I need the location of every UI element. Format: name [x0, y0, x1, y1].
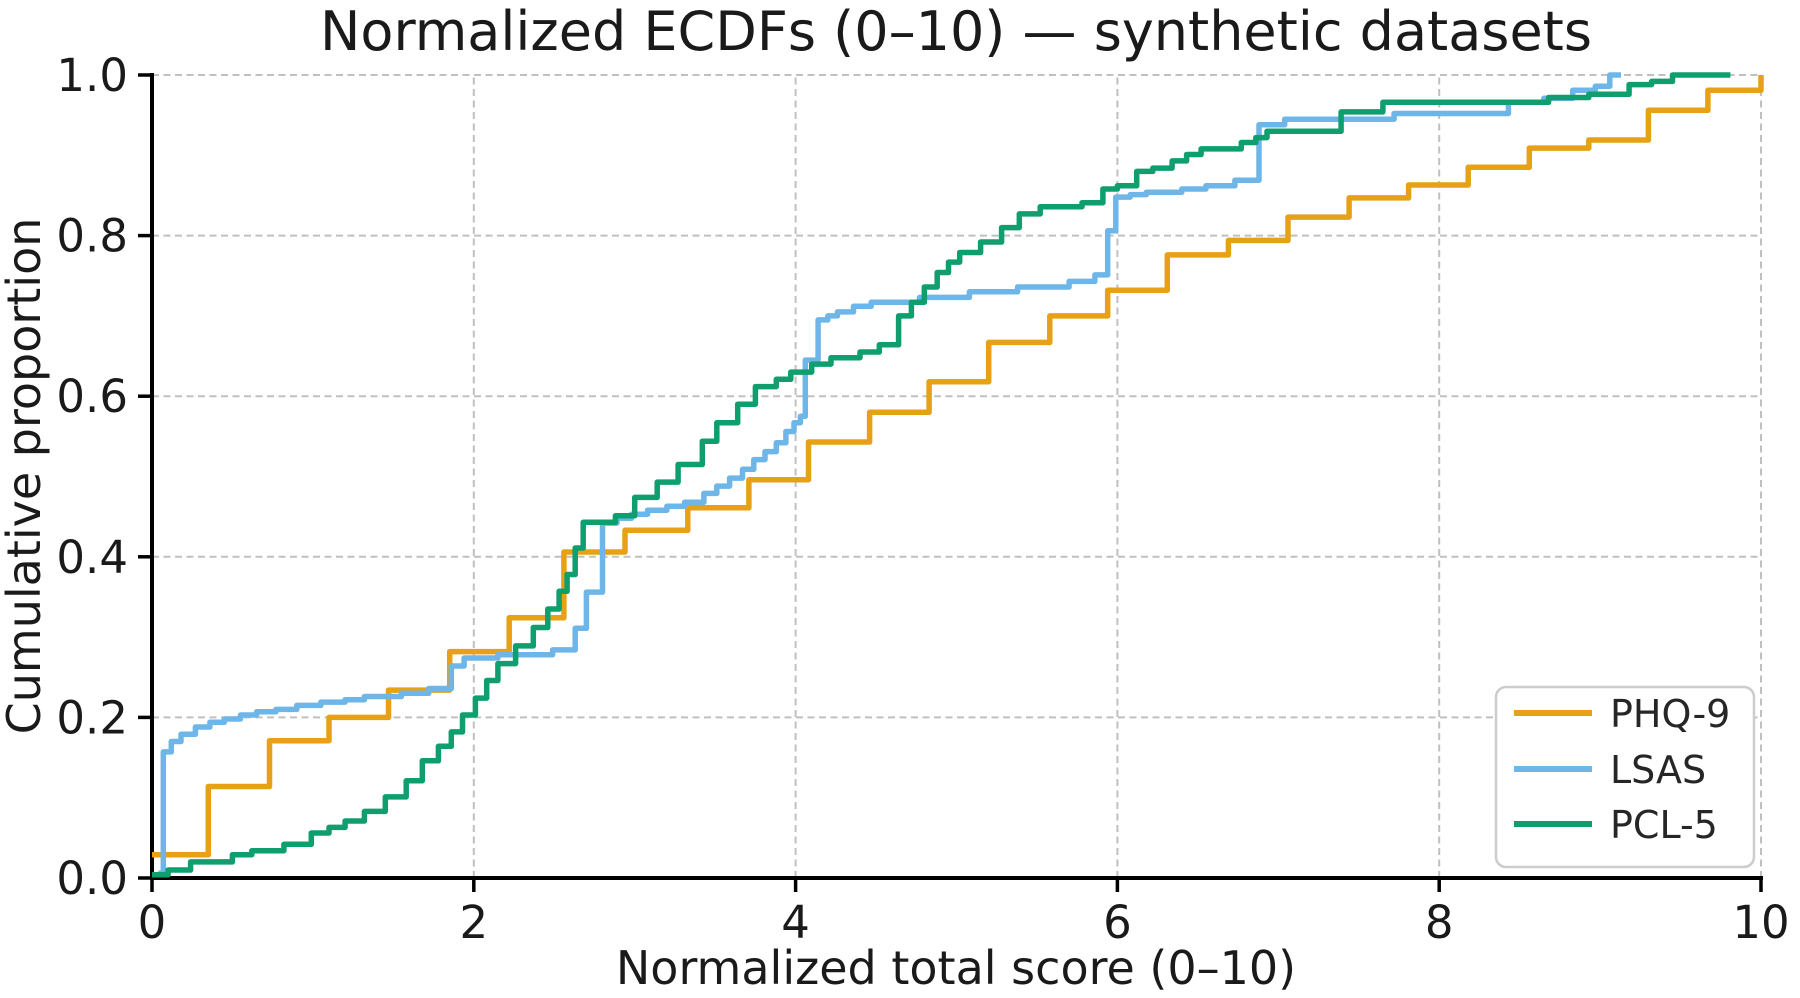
legend-label-pcl5: PCL-5	[1610, 803, 1718, 847]
chart-title: Normalized ECDFs (0–10) — synthetic data…	[320, 0, 1592, 63]
x-tick-label-4: 8	[1425, 896, 1454, 949]
y-axis-label: Cumulative proportion	[0, 218, 51, 735]
ecdf-line-pcl-5	[152, 72, 1731, 878]
ecdf-series-lines	[152, 72, 1764, 878]
y-tick-label-0: 0.0	[56, 852, 128, 905]
y-tick-label-2: 0.4	[56, 531, 128, 584]
x-tick-label-1: 2	[459, 896, 488, 949]
y-tick-label-3: 0.6	[56, 370, 128, 423]
tick-labels: 0 2 4 6 8 10 0.0 0.2 0.4 0.6 0.8 1.0	[56, 49, 1789, 949]
x-tick-label-0: 0	[138, 896, 167, 949]
axes-spines	[150, 73, 1763, 880]
x-tick-label-3: 6	[1103, 896, 1132, 949]
x-tick-label-5: 10	[1732, 896, 1789, 949]
tick-marks	[138, 73, 1763, 892]
ecdf-line-lsas	[158, 72, 1621, 876]
legend: PHQ-9 LSAS PCL-5	[1494, 685, 1756, 869]
x-axis-label: Normalized total score (0–10)	[616, 941, 1296, 995]
x-tick-label-2: 4	[781, 896, 810, 949]
y-tick-label-5: 1.0	[56, 49, 128, 102]
y-tick-label-1: 0.2	[56, 691, 128, 744]
legend-label-lsas: LSAS	[1610, 748, 1706, 792]
legend-label-phq9: PHQ-9	[1610, 692, 1730, 736]
y-tick-label-4: 0.8	[56, 210, 128, 263]
